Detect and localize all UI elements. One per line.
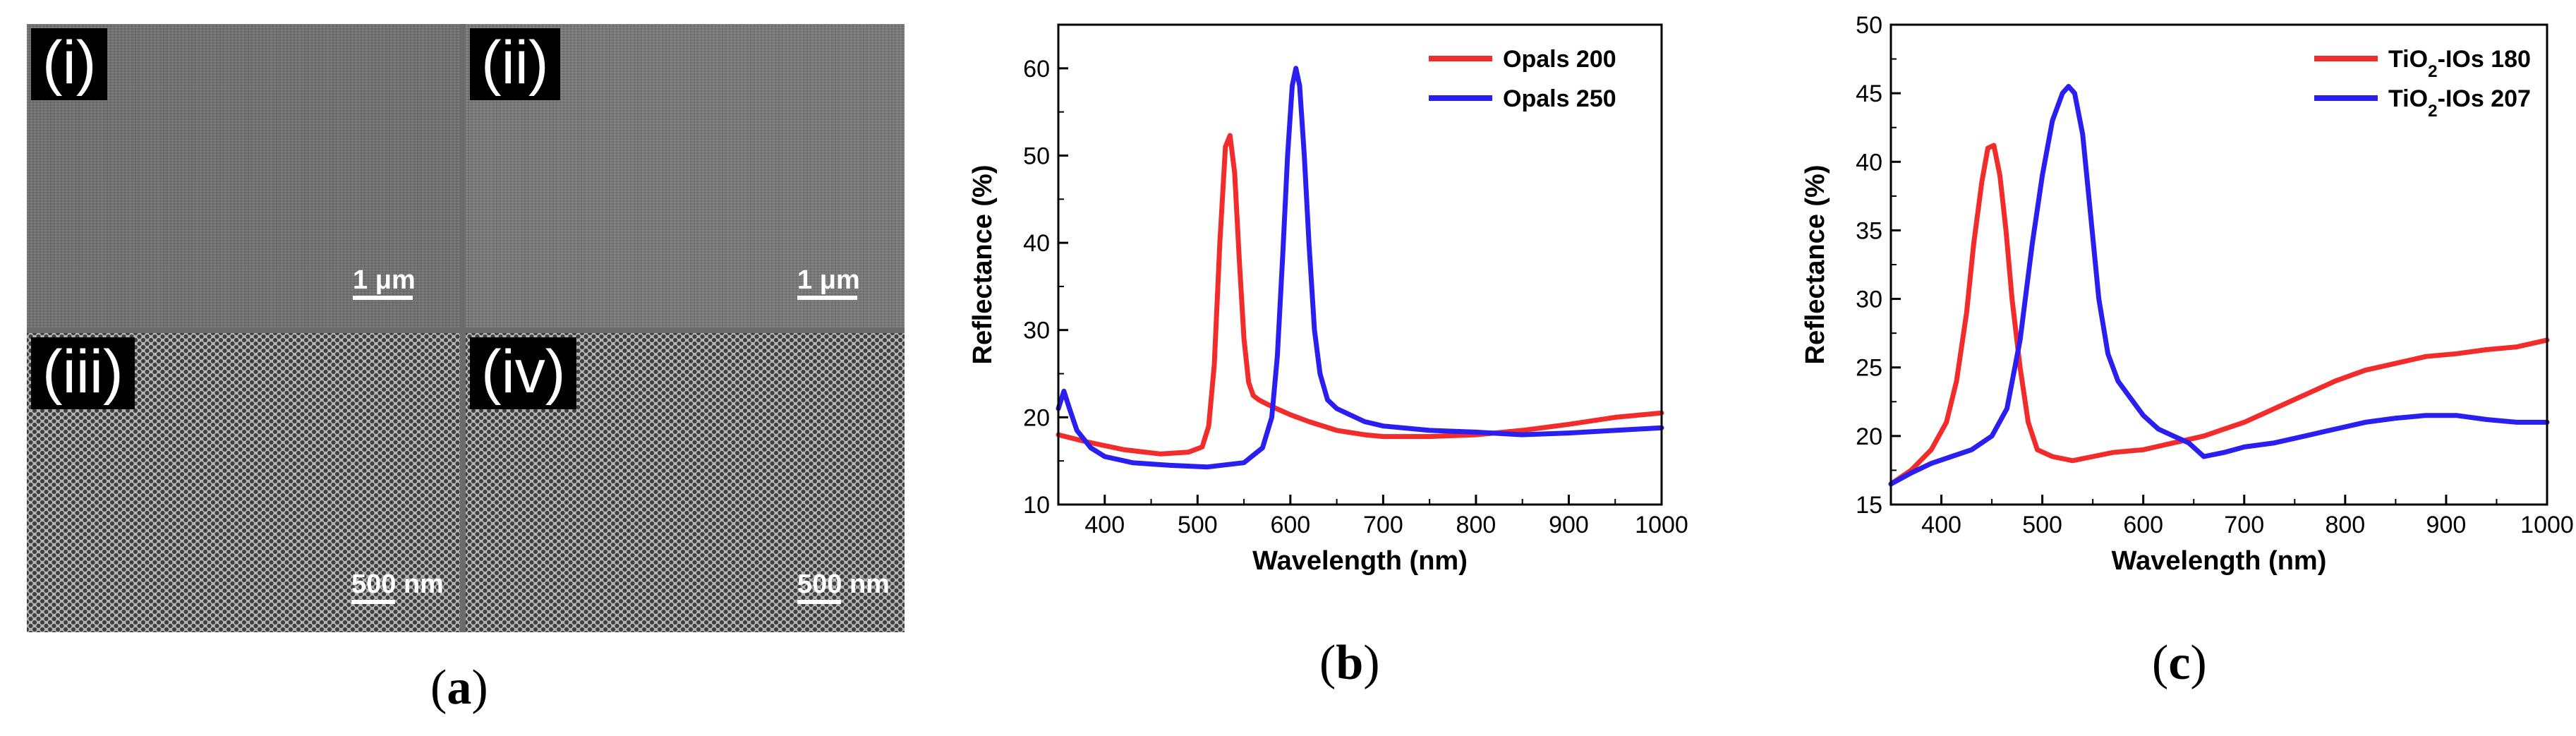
y-tick-label: 25	[1856, 355, 1882, 382]
sem-image-ii: (ii) 1 μm	[466, 24, 905, 327]
y-axis-label: Reflectance (%)	[1801, 165, 1830, 365]
x-tick-label: 800	[1456, 512, 1496, 538]
x-tick-label: 500	[1178, 512, 1218, 538]
y-tick-label: 50	[1856, 12, 1882, 39]
sem-tag-ii: (ii)	[470, 28, 560, 100]
caption-a: (a)	[430, 660, 488, 715]
x-axis-label: Wavelength (nm)	[2112, 546, 2327, 576]
sem-image-iii: (iii) 500 nm	[27, 333, 460, 632]
y-tick-label: 60	[1023, 56, 1050, 83]
x-tick-label: 700	[2224, 512, 2264, 538]
x-tick-label: 400	[1921, 512, 1961, 538]
y-tick-label: 45	[1856, 80, 1882, 107]
y-tick-label: 30	[1856, 286, 1882, 313]
legend-label-2: Opals 250	[1503, 85, 1616, 112]
x-axis-label: Wavelength (nm)	[1252, 546, 1468, 576]
series-line-2	[1056, 66, 1664, 470]
scale-label-ii: 1 μm	[797, 265, 860, 295]
scale-label-iv: 500 nm	[797, 569, 890, 599]
y-tick-label: 30	[1023, 318, 1050, 344]
series-line-2	[1888, 83, 2550, 487]
caption-b: (b)	[1319, 636, 1380, 690]
sem-image-iv: (iv) 500 nm	[466, 333, 905, 632]
y-axis-label: Reflectance (%)	[968, 165, 998, 365]
caption-c: (c)	[2152, 636, 2207, 690]
y-tick-label: 20	[1023, 404, 1050, 431]
y-tick-label: 50	[1023, 143, 1050, 169]
y-tick-label: 35	[1856, 217, 1882, 244]
x-tick-label: 700	[1363, 512, 1403, 538]
x-tick-label: 600	[2123, 512, 2163, 538]
legend-label-2: TiO2-IOs 207	[2388, 85, 2531, 121]
y-tick-label: 20	[1856, 423, 1882, 450]
chart-b: 400 500 600 700 800 900 1000 10 20 30 40 50 60 Wavele…	[968, 23, 1688, 576]
scale-label-iii: 500 nm	[351, 569, 444, 599]
x-tick-label: 800	[2325, 512, 2365, 538]
x-tick-label: 400	[1084, 512, 1125, 538]
series-line-1	[1056, 133, 1664, 457]
y-tick-label: 10	[1023, 492, 1050, 519]
plot-frame	[1057, 23, 1663, 506]
y-tick-label: 40	[1856, 149, 1882, 176]
x-tick-label: 900	[1549, 512, 1589, 538]
chart-c: 400 500 600 700 800 900 1000 15 20 25 30 35 40 45 50 Wa…	[1801, 12, 2574, 576]
x-tick-label: 1000	[2520, 512, 2574, 538]
legend-label-1: Opals 200	[1503, 46, 1616, 73]
sem-tag-iv: (iv)	[470, 337, 577, 409]
x-tick-label: 600	[1270, 512, 1310, 538]
legend-label-1: TiO2-IOs 180	[2388, 46, 2531, 81]
x-tick-label: 1000	[1635, 512, 1688, 538]
sem-tag-iii: (iii)	[31, 337, 135, 409]
series-line-1	[1888, 143, 2550, 487]
x-tick-label: 900	[2426, 512, 2467, 538]
sem-image-i: (i) 1 μm	[27, 24, 460, 327]
sem-tag-i: (i)	[31, 28, 108, 100]
scale-label-i: 1 μm	[353, 265, 416, 295]
x-tick-label: 500	[2022, 512, 2062, 538]
sem-image-grid: (i) 1 μm (ii) 1 μm (iii) 500 nm (iv) 500…	[27, 24, 905, 632]
y-tick-label: 15	[1856, 492, 1882, 519]
y-tick-label: 40	[1023, 230, 1050, 257]
